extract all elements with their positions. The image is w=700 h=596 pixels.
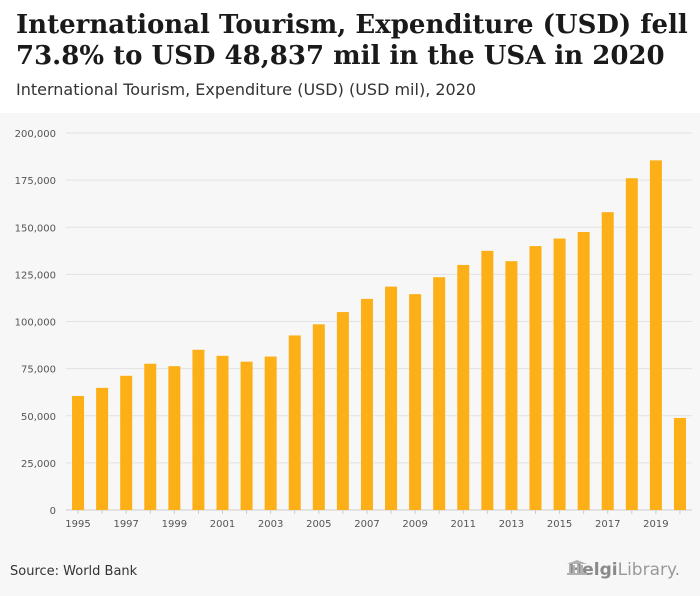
bar-2001 xyxy=(216,355,229,510)
bar-1996 xyxy=(96,387,109,510)
chart-subtitle: International Tourism, Expenditure (USD)… xyxy=(16,80,477,99)
grid-lines xyxy=(66,132,692,511)
x-tick-label: 2009 xyxy=(402,519,427,530)
y-tick-label: 25,000 xyxy=(21,459,56,470)
bar-1997 xyxy=(120,375,133,510)
x-tick-label: 2013 xyxy=(499,519,524,530)
bar-2005 xyxy=(312,324,325,510)
x-tick-label: 2003 xyxy=(258,519,283,530)
x-tick-label: 2017 xyxy=(595,519,620,530)
bar-2013 xyxy=(505,261,518,510)
source-note: Source: World Bank xyxy=(10,564,138,579)
bar-1995 xyxy=(72,395,85,510)
x-tick-label: 2015 xyxy=(547,519,572,530)
bar-2017 xyxy=(601,212,614,511)
bar-1999 xyxy=(168,366,181,510)
x-tick-label: 2005 xyxy=(306,519,331,530)
bar-2009 xyxy=(409,294,422,510)
x-tick-label: 1995 xyxy=(65,519,90,530)
x-tick-label: 2019 xyxy=(643,519,668,530)
bar-2011 xyxy=(457,264,470,510)
y-tick-label: 75,000 xyxy=(21,365,56,376)
header: International Tourism, Expenditure (USD)… xyxy=(0,0,700,113)
x-tick-label: 2011 xyxy=(451,519,476,530)
bar-2002 xyxy=(240,361,253,510)
logo-text: Library. xyxy=(617,560,681,580)
y-tick-label: 175,000 xyxy=(15,176,56,187)
bar-2012 xyxy=(481,250,494,510)
bar-2015 xyxy=(553,238,566,510)
bar-2003 xyxy=(264,356,277,510)
helgilibrary-logo: HelgiLibrary. xyxy=(566,560,680,580)
bar-2006 xyxy=(336,312,349,510)
bar-1998 xyxy=(144,363,157,510)
bar-2010 xyxy=(433,277,446,510)
bars xyxy=(72,160,686,511)
bar-2004 xyxy=(288,335,301,510)
chart-title: International Tourism, Expenditure (USD)… xyxy=(16,10,688,71)
y-axis-ticks: 0 25,000 50,000 75,000 100,000 125,000 150,000… xyxy=(15,129,56,517)
x-tick-label: 1997 xyxy=(113,519,138,530)
y-tick-label: 50,000 xyxy=(21,412,56,423)
y-tick-label: 100,000 xyxy=(15,318,56,329)
bar-2000 xyxy=(192,349,205,510)
bar-2008 xyxy=(385,286,398,510)
bar-2018 xyxy=(625,178,638,511)
y-tick-label: 125,000 xyxy=(15,270,56,281)
bar-2016 xyxy=(577,231,590,510)
x-tick-label: 1999 xyxy=(162,519,187,530)
x-tick-label: 2007 xyxy=(354,519,379,530)
y-tick-label: 150,000 xyxy=(15,223,56,234)
y-tick-label: 0 xyxy=(50,506,56,517)
bar-2007 xyxy=(360,298,373,510)
y-tick-label: 200,000 xyxy=(15,129,56,140)
x-axis: 1995 1997 1999 2001 2003 2005 2007 2009 2011 2013… xyxy=(65,510,681,530)
bar-2020 xyxy=(673,417,686,510)
bar-2014 xyxy=(529,246,542,510)
bar-2019 xyxy=(649,160,662,510)
x-tick-label: 2001 xyxy=(210,519,235,530)
